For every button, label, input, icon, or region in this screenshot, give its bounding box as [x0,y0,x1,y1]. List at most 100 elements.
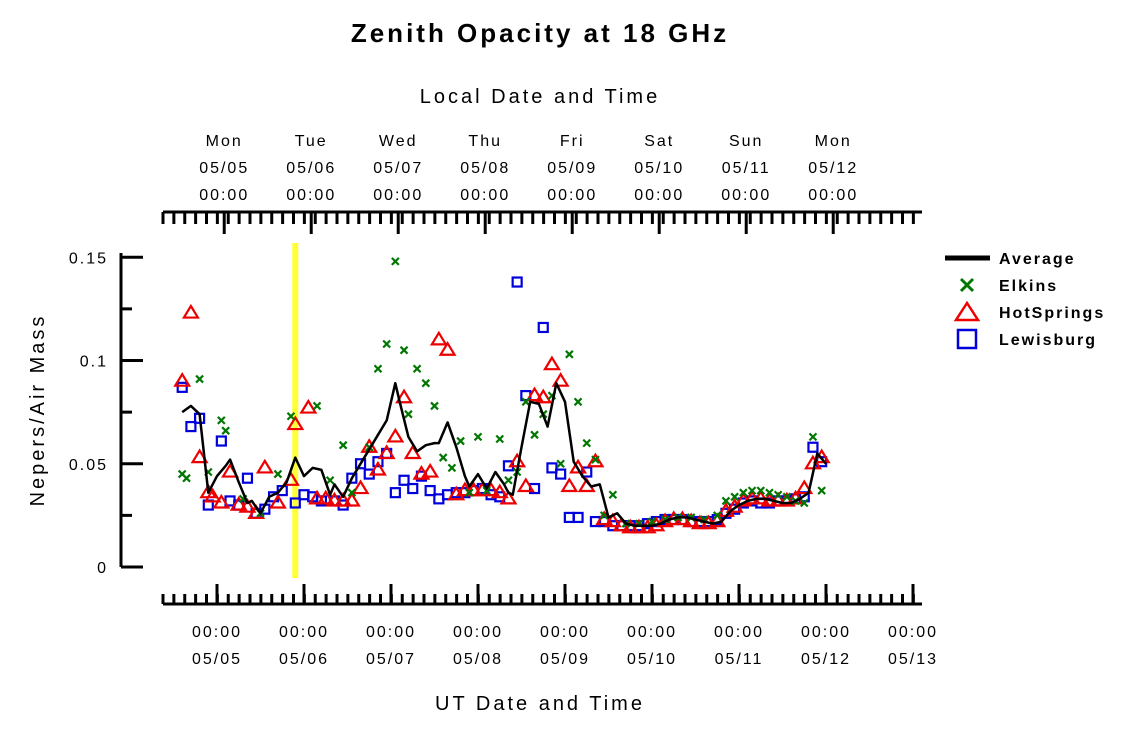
y-tick-label: 0.05 [69,457,108,474]
marker-elkins [438,453,448,462]
marker-elkins [799,498,809,508]
marker-hotsprings [743,489,762,505]
marker-elkins [808,432,818,442]
x-tick-time: 00:00 [192,624,242,641]
marker-hotsprings [212,493,231,509]
marker-elkins [347,488,357,497]
marker-lewisburg [176,381,188,393]
marker-elkins [273,469,283,479]
x-tick-time: 00:00 [453,624,503,641]
x-tick-date: 05/11 [715,651,764,668]
top-tick-day: Tue [295,133,328,150]
marker-hotsprings [542,355,561,371]
marker-lewisburg [241,472,254,484]
marker-hotsprings [464,481,483,497]
marker-lewisburg [407,482,419,495]
marker-hotsprings [229,495,248,511]
marker-elkins [382,339,391,349]
top-axis-title: Local Date and Time [420,86,660,108]
top-tick-time: 00:00 [721,187,771,204]
x-tick-date: 05/05 [192,651,242,668]
top-tick-date: 05/09 [547,160,597,177]
y-axis-title: Nepers/Air Mass [27,314,49,507]
marker-hotsprings [351,479,370,495]
marker-lewisburg [346,472,358,484]
marker-hotsprings [421,462,440,478]
legend-label: Average [999,251,1076,268]
series-average [181,381,827,527]
top-tick-date: 05/07 [373,160,423,177]
marker-elkins [608,490,618,500]
marker-lewisburg [354,458,367,470]
marker-hotsprings [299,398,318,414]
marker-hotsprings [316,489,335,505]
legend-item-hotsprings: HotSprings [953,300,1103,322]
legend-swatch-square [956,328,978,350]
top-tick-time: 00:00 [460,187,510,204]
x-tick-date: 05/10 [627,651,677,668]
marker-lewisburg [807,441,819,453]
marker-hotsprings [268,493,287,509]
axes-layer: 0.15 0.1 0.05 0 00:00 05/05 00:00 05/06 00:00 05/… [69,133,938,668]
highlight-layer [292,243,299,578]
marker-hotsprings [386,427,405,443]
marker-elkins [721,496,731,506]
x-tick-time: 00:00 [888,624,938,641]
marker-lewisburg [372,456,384,468]
marker-elkins [556,459,565,469]
marker-elkins [712,511,722,520]
x-axis-title: UT Date and Time [435,693,645,715]
marker-elkins [573,397,583,407]
x-tick-date: 05/08 [453,651,503,668]
marker-elkins [504,475,513,485]
marker-hotsprings [551,372,570,387]
marker-hotsprings [490,483,509,499]
marker-elkins [756,486,766,495]
marker-elkins [217,416,226,425]
top-tick-day: Sun [729,133,763,150]
marker-lewisburg [215,435,227,447]
marker-elkins [591,455,600,464]
top-tick-time: 00:00 [547,187,597,204]
marker-elkins [412,364,422,374]
top-tick-day: Fri [560,133,585,150]
marker-hotsprings [769,491,788,507]
x-tick-time: 00:00 [714,624,764,641]
x-tick-time: 00:00 [801,624,851,641]
legend-swatch-triangle [953,300,981,322]
top-tick-date: 05/08 [460,160,510,177]
marker-elkins [404,409,413,419]
marker-elkins [782,492,792,502]
marker-elkins [447,463,457,473]
marker-hotsprings [395,388,414,404]
marker-hotsprings [334,491,353,507]
marker-hotsprings [499,489,518,505]
marker-hotsprings [173,372,192,387]
x-tick-date: 05/07 [366,651,416,668]
marker-elkins [473,432,483,442]
marker-hotsprings [342,491,361,507]
top-tick-time: 00:00 [373,187,423,204]
marker-elkins [338,440,348,450]
top-tick-time: 00:00 [634,187,684,204]
marker-lewisburg [424,484,436,497]
marker-elkins [325,475,335,485]
legend-item-elkins: Elkins [959,277,1056,295]
top-tick-date: 05/10 [634,160,684,177]
marker-hotsprings [377,444,396,460]
marker-elkins [465,488,474,497]
marker-elkins [521,397,531,407]
marker-elkins [482,486,491,495]
marker-lewisburg [398,474,410,486]
top-tick-day: Mon [815,133,852,150]
y-tick-label: 0.1 [80,354,108,371]
marker-elkins [530,430,539,440]
marker-elkins [456,436,465,446]
marker-lewisburg [528,482,541,495]
marker-hotsprings [455,481,474,497]
marker-elkins [399,345,409,355]
marker-hotsprings [586,452,605,468]
x-tick-time: 00:00 [366,624,416,641]
marker-hotsprings [203,487,222,503]
